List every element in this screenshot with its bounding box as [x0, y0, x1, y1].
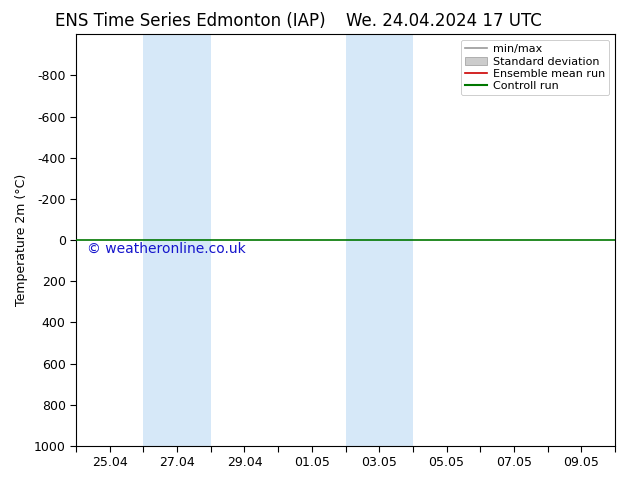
Legend: min/max, Standard deviation, Ensemble mean run, Controll run: min/max, Standard deviation, Ensemble me…	[460, 40, 609, 96]
Y-axis label: Temperature 2m (°C): Temperature 2m (°C)	[15, 174, 29, 306]
Text: We. 24.04.2024 17 UTC: We. 24.04.2024 17 UTC	[346, 12, 541, 30]
Text: © weatheronline.co.uk: © weatheronline.co.uk	[87, 242, 245, 256]
Bar	[143, 34, 210, 446]
Bar	[346, 34, 413, 446]
Text: ENS Time Series Edmonton (IAP): ENS Time Series Edmonton (IAP)	[55, 12, 325, 30]
